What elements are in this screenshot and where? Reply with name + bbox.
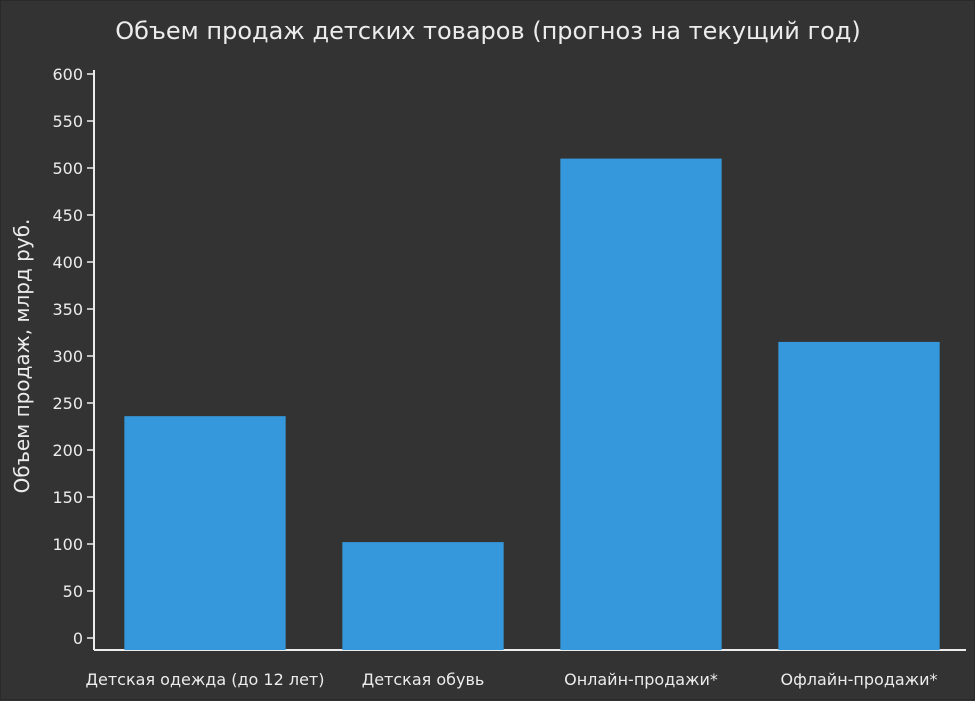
x-category-label: Онлайн-продажи* (564, 670, 718, 689)
chart-title: Объем продаж детских товаров (прогноз на… (115, 17, 860, 45)
y-tick-label: 100 (52, 535, 83, 554)
y-tick-label: 400 (52, 253, 83, 272)
y-tick-label: 500 (52, 159, 83, 178)
bar (560, 158, 722, 650)
y-axis-label: Объем продаж, млрд руб. (10, 219, 34, 494)
y-tick-label: 450 (52, 206, 83, 225)
y-tick-label: 250 (52, 394, 83, 413)
bar (778, 341, 940, 650)
y-axis: 0 50 100 150 200 250 300 350 400 450 500 550 600 (52, 65, 95, 650)
x-axis: Детская одежда (до 12 лет) Детская обувь О… (86, 649, 966, 689)
y-tick-label: 300 (52, 347, 83, 366)
x-category-label: Офлайн-продажи* (780, 670, 937, 689)
bar (124, 416, 286, 650)
y-tick-label: 550 (52, 112, 83, 131)
y-tick-label: 600 (52, 65, 83, 84)
y-tick-label: 0 (73, 629, 83, 648)
bars (124, 158, 940, 650)
y-tick-label: 200 (52, 441, 83, 460)
y-tick-label: 150 (52, 488, 83, 507)
y-tick-label: 50 (63, 582, 83, 601)
y-tick-label: 350 (52, 300, 83, 319)
bar (342, 542, 504, 650)
x-category-label: Детская обувь (362, 670, 485, 689)
x-category-label: Детская одежда (до 12 лет) (86, 670, 325, 689)
